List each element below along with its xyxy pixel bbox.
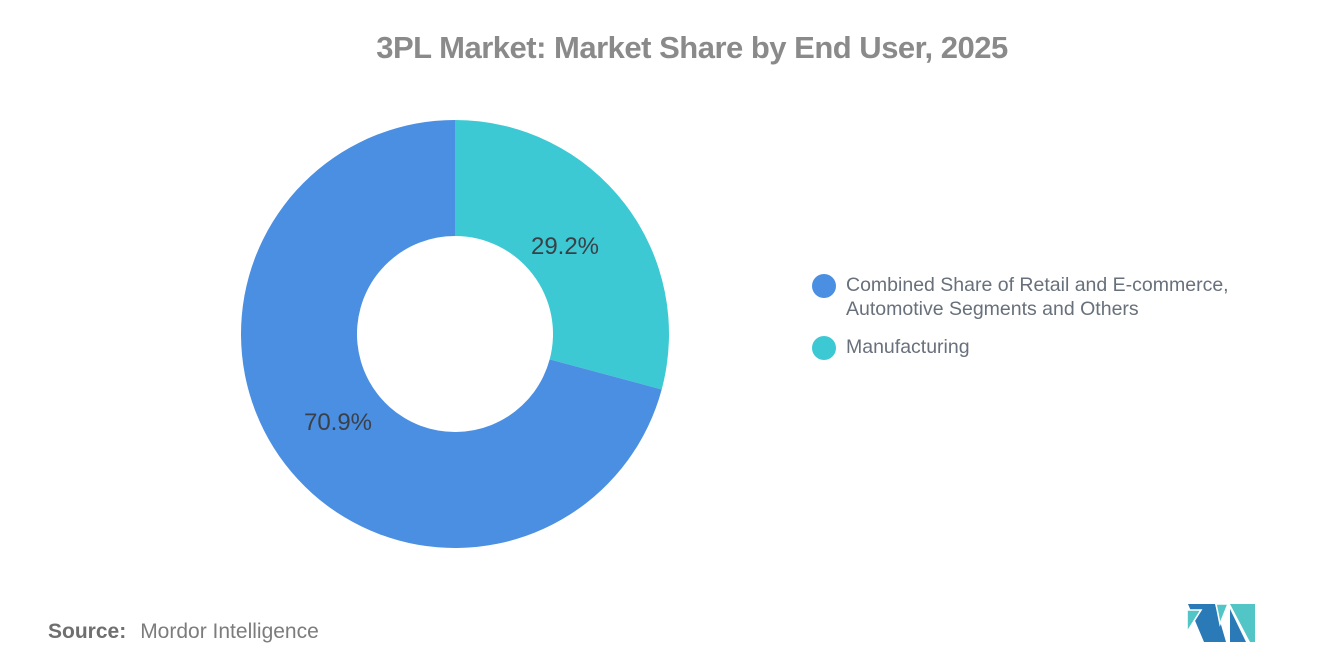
slice-label-manufacturing: 29.2% <box>530 233 600 260</box>
legend-item-combined-share: Combined Share of Retail and E-commerce,… <box>812 273 1229 321</box>
donut-chart: 70.9% 29.2% <box>241 120 669 548</box>
legend-swatch-combined-share-icon <box>812 274 836 298</box>
source-line: Source: Mordor Intelligence <box>48 620 319 644</box>
donut-chart-svg <box>241 120 669 548</box>
legend-label-manufacturing: Manufacturing <box>846 335 970 359</box>
legend-swatch-manufacturing-icon <box>812 336 836 360</box>
source-value: Mordor Intelligence <box>140 620 319 643</box>
logo-right-blue <box>1230 609 1246 642</box>
logo-left-wedge <box>1186 609 1203 635</box>
logo-right-teal <box>1230 604 1255 642</box>
mordor-intelligence-logo-icon <box>1186 602 1256 644</box>
legend-label-line-2: Automotive Segments and Others <box>846 298 1139 320</box>
logo-mid-wedge <box>1215 603 1230 627</box>
legend-label-line-1: Manufacturing <box>846 336 970 358</box>
donut-slice-0 <box>241 120 662 548</box>
page-title: 3PL Market: Market Share by End User, 20… <box>376 30 1008 65</box>
slice-label-combined-share: 70.9% <box>303 409 373 436</box>
legend-label-combined-share: Combined Share of Retail and E-commerce,… <box>846 273 1229 321</box>
chart-legend: Combined Share of Retail and E-commerce,… <box>812 273 1229 360</box>
source-label: Source: <box>48 620 127 643</box>
legend-item-manufacturing: Manufacturing <box>812 335 1229 360</box>
legend-label-line-1: Combined Share of Retail and E-commerce, <box>846 274 1229 296</box>
donut-slice-1 <box>455 120 669 390</box>
